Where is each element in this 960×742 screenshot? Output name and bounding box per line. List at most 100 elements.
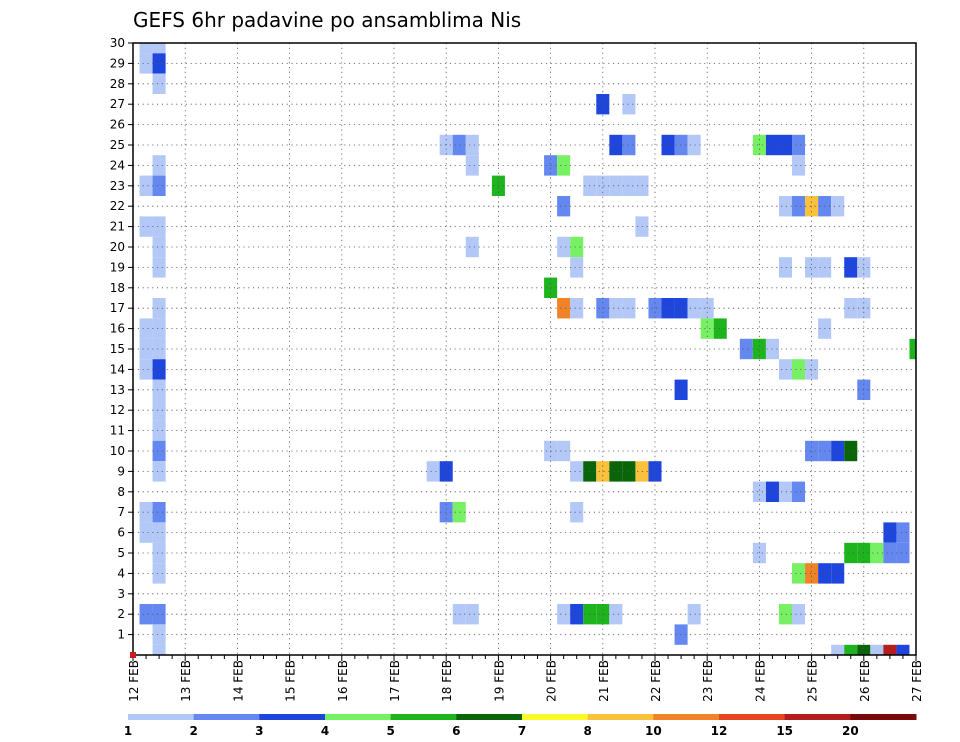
y-tick-label: 11 [110,424,125,438]
y-tick-label: 24 [110,158,125,172]
y-tick-label: 29 [110,56,125,70]
colorbar-label: 4 [321,724,329,738]
x-tick-label: 21 FEB [597,660,611,702]
x-tick-label: 19 FEB [492,660,506,702]
heatmap-cell [609,175,623,196]
heatmap-cell [452,502,466,523]
heatmap-cell [609,604,623,625]
heatmap-cell [752,338,766,360]
x-tick-label: 17 FEB [388,660,402,702]
colorbar-label: 12 [711,724,728,738]
colorbar-swatch [653,714,720,720]
heatmap-cell [152,298,166,319]
heatmap-cell [152,461,166,482]
heatmap-cell [792,604,806,625]
heatmap-cell [452,604,466,625]
heatmap-cell [152,644,166,655]
heatmap-cell [687,134,701,156]
heatmap-cell [152,53,166,74]
y-tick-label: 3 [117,587,125,601]
heatmap-cell [778,359,793,380]
colorbar-label: 6 [452,724,460,738]
heatmap-cell [700,318,714,339]
heatmap-cell [152,440,166,462]
x-tick-label: 24 FEB [753,660,767,702]
heatmap-cell [687,298,701,319]
y-tick-label: 6 [117,526,125,540]
heatmap-cell [152,338,166,360]
heatmap-cell [570,461,584,482]
heatmap-cell [870,542,884,564]
heatmap-cell [152,236,166,258]
colorbar-label: 10 [645,724,662,738]
y-tick-label: 25 [110,138,125,152]
heatmap-cell [426,461,440,482]
heatmap-cell [661,134,675,156]
heatmap-cell [805,257,819,278]
heatmap-cell [896,522,910,543]
colorbar-swatch [325,714,392,720]
heatmap-cell [152,379,166,400]
heatmap-cell [139,604,153,625]
heatmap-cell [452,134,466,156]
colorbar-swatch [719,714,786,720]
heatmap-cell [152,73,166,94]
heatmap-cell [557,298,571,319]
y-axis-ticks: 1234567891011121314151617181920212223242… [110,36,133,642]
y-tick-label: 26 [110,118,125,132]
y-tick-label: 1 [117,628,125,642]
heatmap-cell [152,522,166,543]
heatmap-cell [570,604,584,625]
heatmap-cell [465,134,479,156]
colorbar-label: 5 [386,724,394,738]
heatmap-cell [570,236,584,258]
heatmap-cell [139,53,153,74]
heatmap-cell [622,134,636,156]
origin-marker [130,652,136,658]
y-tick-label: 23 [110,179,125,193]
heatmap-cell [792,155,806,176]
heatmap-cell [609,298,623,319]
heatmap-cell [439,502,453,523]
heatmap-cell [139,338,153,360]
heatmap-cell [557,236,571,258]
colorbar-swatch [259,714,326,720]
heatmap-cell [648,461,662,482]
heatmap-cell [557,604,571,625]
heatmap-cell [152,216,166,237]
heatmap-cell [778,481,793,502]
heatmap-cell [792,563,806,584]
y-tick-label: 21 [110,220,125,234]
colorbar-label: 15 [776,724,793,738]
heatmap-cell [570,257,584,278]
y-tick-label: 12 [110,403,125,417]
heatmap-cell [465,155,479,176]
heatmap-cell [622,175,636,196]
heatmap-cell [778,257,793,278]
y-tick-label: 17 [110,301,125,315]
heatmap-cell [596,461,610,482]
heatmap-cell [844,542,858,564]
colorbar-label: 2 [189,724,197,738]
heatmap-cell [139,359,153,380]
heatmap-cell [139,318,153,339]
heatmap-cell [831,644,845,655]
heatmap-cell [152,420,166,441]
heatmap-cell [622,461,636,482]
x-tick-label: 23 FEB [701,660,715,702]
heatmap-cell [778,604,793,625]
heatmap-cell [622,298,636,319]
colorbar-swatch [128,714,195,720]
colorbar-swatch [784,714,851,720]
x-tick-label: 26 FEB [858,660,872,702]
colorbar-label: 7 [518,724,526,738]
colorbar-label: 8 [583,724,591,738]
heatmap-cell [883,542,897,564]
x-tick-label: 14 FEB [231,660,245,702]
heatmap-cell [465,236,479,258]
x-tick-label: 15 FEB [284,660,298,702]
heatmap-cell [739,338,753,360]
y-tick-label: 14 [110,362,125,376]
heatmap-cell [152,604,166,625]
